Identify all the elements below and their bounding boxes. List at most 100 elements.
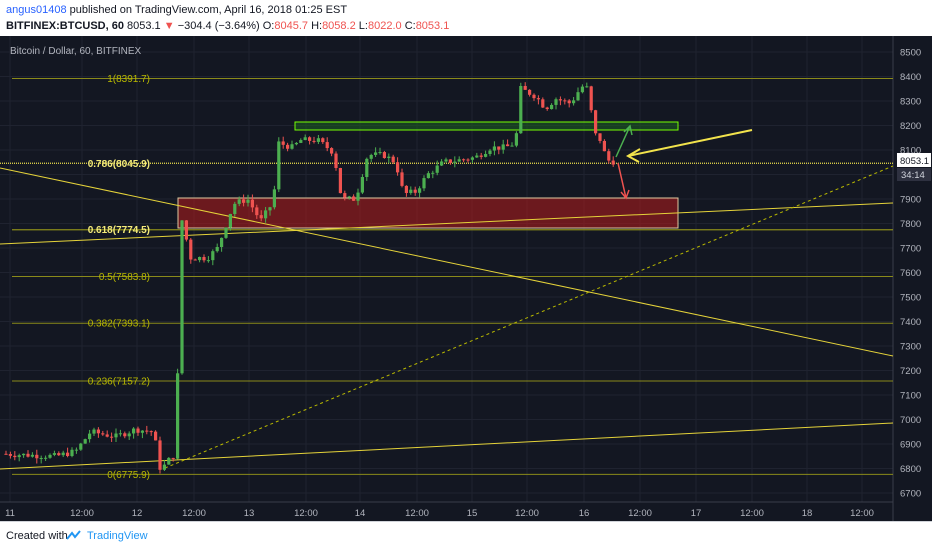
chart-frame[interactable]: 8500840083008200810080007900780077007600… <box>0 36 932 521</box>
high-value: 8058.2 <box>322 20 356 32</box>
candle-body <box>39 458 43 460</box>
trend-lines[interactable] <box>0 165 894 470</box>
candle-body <box>123 433 127 437</box>
candle-body <box>576 92 580 101</box>
candle-body <box>391 156 395 163</box>
candle-body <box>400 172 404 186</box>
candle-body <box>558 99 562 101</box>
candle-body <box>184 220 188 240</box>
candle-body <box>497 146 501 150</box>
support-trendline-lower[interactable] <box>0 422 894 470</box>
time-tick-label: 12 <box>132 508 143 519</box>
candle-body <box>387 156 391 159</box>
price-tick-label: 7400 <box>900 317 921 328</box>
time-tick-label: 12:00 <box>628 508 652 519</box>
candle-body <box>180 220 184 374</box>
candle-body <box>594 110 598 134</box>
candle-body <box>52 453 56 455</box>
resistance-zone[interactable] <box>294 121 679 131</box>
bearish-arrow-line[interactable] <box>617 162 627 199</box>
price-tick-label: 8100 <box>900 146 921 157</box>
candle-body <box>343 193 347 198</box>
candle-body <box>374 152 378 155</box>
price-chart[interactable]: 8500840083008200810080007900780077007600… <box>0 36 932 521</box>
candle-body <box>127 433 131 437</box>
candle-body <box>198 257 202 261</box>
candle-body <box>440 161 444 166</box>
candle-body <box>418 188 422 193</box>
price-axis[interactable]: 8500840083008200810080007900780077007600… <box>892 36 921 521</box>
candle-body <box>92 429 96 434</box>
footer-bar: Created with TradingView <box>0 521 932 551</box>
support-trendline-upper[interactable] <box>0 202 894 245</box>
publish-info: angus01408 published on TradingView.com,… <box>6 4 347 16</box>
candle-body <box>255 207 259 216</box>
retest-arrow-line[interactable] <box>627 129 753 157</box>
candle-body <box>22 453 26 456</box>
candle-body <box>105 434 109 437</box>
candle-body <box>259 215 263 219</box>
chart-header: angus01408 published on TradingView.com,… <box>0 0 932 36</box>
candle-body <box>233 203 237 214</box>
time-tick-label: 11 <box>5 508 15 519</box>
price-tick-label: 7600 <box>900 268 921 279</box>
fibonacci-retracement[interactable]: 1(8391.7) 0.786(8045.9) 0.618(7774.5) 0.5(7… <box>0 74 893 481</box>
time-tick-label: 12:00 <box>740 508 764 519</box>
candle-body <box>228 213 232 228</box>
candle-body <box>206 260 210 262</box>
candle-body <box>312 140 316 142</box>
candle-body <box>523 85 527 90</box>
fib-level-label: 0.382(7393.1) <box>88 319 150 330</box>
candle-body <box>470 157 474 160</box>
candle-body <box>448 159 452 163</box>
countdown-tag <box>897 168 931 181</box>
open-label: O: <box>262 20 275 32</box>
tradingview-logo-icon <box>66 530 81 540</box>
candle-body <box>316 138 320 142</box>
high-label: H: <box>311 20 323 32</box>
candle-body <box>272 189 276 208</box>
price-tick-label: 7300 <box>900 342 921 353</box>
candle-body <box>514 133 518 146</box>
time-tick-label: 12:00 <box>294 508 318 519</box>
price-tick-label: 6900 <box>900 440 921 451</box>
price-change: −304.4 (−3.64%) <box>177 20 260 32</box>
candle-body <box>572 100 576 104</box>
downtrend-line[interactable] <box>0 167 894 357</box>
candle-body <box>321 138 325 143</box>
projection-dashed-line[interactable] <box>164 165 894 469</box>
candle-body <box>211 251 215 261</box>
candle-body <box>48 454 52 458</box>
candle-body <box>110 436 114 438</box>
tradingview-link[interactable]: TradingView <box>87 530 148 542</box>
candle-body <box>409 189 413 193</box>
retest-arrow-head-icon <box>625 148 641 163</box>
candle-body <box>580 86 584 93</box>
price-tick-label: 7100 <box>900 391 921 402</box>
fib-level-label: 0.786(8045.9) <box>88 159 150 170</box>
price-tick-label: 7000 <box>900 415 921 426</box>
candle-body <box>435 165 439 173</box>
candle-body <box>484 153 488 157</box>
candle-body <box>83 439 87 444</box>
price-tick-label: 7200 <box>900 366 921 377</box>
candle-body <box>519 85 523 134</box>
candle-body <box>453 161 457 163</box>
candle-body <box>360 177 364 193</box>
fib-level-label: 0.618(7774.5) <box>88 225 150 236</box>
price-tick-label: 6700 <box>900 489 921 500</box>
time-axis[interactable]: 11 12:00 12 12:00 13 12:00 14 12:00 15 12:00 16 12:… <box>0 501 893 519</box>
candle-body <box>35 454 39 459</box>
author-link[interactable]: angus01408 <box>6 4 67 16</box>
bearish-arrow-head-icon <box>620 189 630 200</box>
bullish-arrow-line[interactable] <box>615 125 631 158</box>
candle-body <box>167 457 171 465</box>
candle-body <box>611 160 615 165</box>
candle-body <box>61 452 65 456</box>
low-value: 8022.0 <box>367 20 402 32</box>
candle-body <box>79 443 83 450</box>
close-value: 8053.1 <box>415 20 450 32</box>
annotation-arrows[interactable] <box>615 124 753 200</box>
candle-body <box>136 428 140 433</box>
candle-body <box>444 159 448 162</box>
